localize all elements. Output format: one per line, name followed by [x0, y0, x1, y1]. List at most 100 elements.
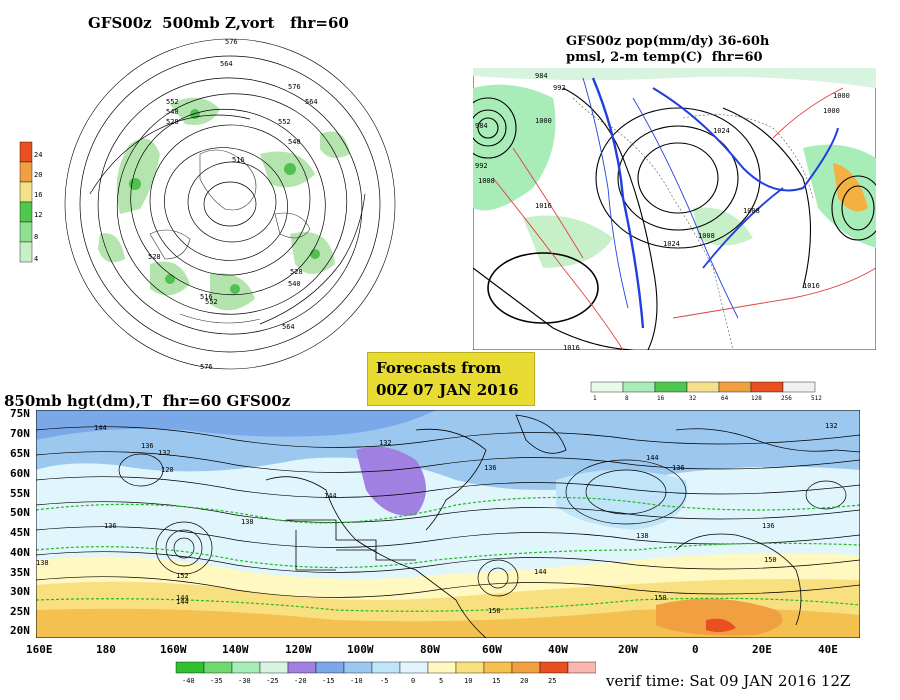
svg-text:540: 540	[166, 108, 179, 116]
svg-text:-35: -35	[210, 677, 223, 685]
svg-text:512: 512	[811, 395, 822, 402]
polar-cb-label: 12	[34, 211, 42, 219]
lon-label: 0	[692, 643, 699, 656]
lower-colorbar-swatches	[175, 661, 596, 674]
lat-label: 30N	[10, 585, 30, 598]
svg-text:1008: 1008	[478, 177, 495, 185]
colorbar-swatch	[343, 661, 373, 674]
colorbar-swatch	[590, 381, 624, 393]
colorbar-swatch	[686, 381, 720, 393]
lower-panel-title: 850mb hgt(dm),T fhr=60 GFS00z	[4, 392, 291, 410]
na-coastlines	[572, 97, 814, 350]
lon-label: 20W	[618, 643, 638, 656]
colorbar-swatch	[203, 661, 233, 674]
svg-text:984: 984	[535, 72, 548, 80]
colorbar-swatch	[654, 381, 688, 393]
polar-boundary	[64, 38, 396, 370]
temperature-shading	[36, 410, 860, 638]
svg-text:-5: -5	[380, 677, 388, 685]
svg-text:992: 992	[553, 84, 566, 92]
colorbar-swatch	[511, 661, 541, 674]
lat-label: 65N	[10, 447, 30, 460]
na-colorbar-swatches	[590, 381, 816, 393]
colorbar-swatch	[750, 381, 784, 393]
continent-outlines	[265, 414, 860, 638]
svg-text:992: 992	[475, 162, 488, 170]
svg-text:138: 138	[636, 532, 649, 540]
lon-label: 40W	[548, 643, 568, 656]
svg-text:540: 540	[288, 280, 301, 288]
lat-label: 55N	[10, 487, 30, 500]
svg-text:256: 256	[781, 395, 792, 402]
svg-text:1016: 1016	[803, 282, 820, 290]
lat-label: 40N	[10, 546, 30, 559]
svg-text:136: 136	[762, 522, 775, 530]
svg-text:516: 516	[232, 156, 245, 164]
svg-text:0: 0	[411, 677, 415, 685]
svg-text:150: 150	[764, 556, 777, 564]
forecast-info-box: Forecasts from 00Z 07 JAN 2016	[367, 352, 535, 406]
lat-label: 70N	[10, 427, 30, 440]
lower-850mb-map: 144 136 132 120 136 138 144 138 144 132 …	[36, 410, 860, 638]
svg-text:1016: 1016	[535, 202, 552, 210]
height-contours	[79, 55, 381, 353]
colorbar-swatch	[455, 661, 485, 674]
svg-text:528: 528	[290, 268, 303, 276]
lon-label: 160E	[26, 643, 53, 656]
colorbar-swatch	[371, 661, 401, 674]
colorbar-swatch	[19, 161, 33, 183]
lon-label: 160W	[160, 643, 187, 656]
lon-label: 100W	[347, 643, 374, 656]
na-panel-title-line1: GFS00z pop(mm/dy) 36-60h	[566, 34, 770, 49]
polar-contour-labels: 576 564 552 540 528 516 576 564 552 540 …	[148, 38, 318, 371]
svg-text:528: 528	[166, 118, 179, 126]
svg-text:540: 540	[288, 138, 301, 146]
svg-text:136: 136	[104, 522, 117, 530]
na-colorbar: 1 8 16 32 64 128 256 512	[590, 381, 822, 402]
na-panel-title-line2: pmsl, 2-m temp(C) fhr=60	[566, 50, 763, 65]
svg-text:128: 128	[751, 395, 762, 402]
polar-500mb-map: 576 564 552 540 528 516 576 564 552 540 …	[64, 38, 396, 371]
svg-text:132: 132	[379, 439, 392, 447]
lower-colorbar: -40 -35 -30 -25 -20 -15 -10 -5 0 5 10 15…	[175, 661, 596, 685]
forecast-line2: 00Z 07 JAN 2016	[376, 381, 519, 399]
svg-text:25: 25	[548, 677, 556, 685]
svg-text:552: 552	[166, 98, 179, 106]
svg-text:132: 132	[825, 422, 838, 430]
svg-text:152: 152	[176, 572, 189, 580]
svg-text:16: 16	[657, 395, 665, 402]
svg-text:150: 150	[654, 594, 667, 602]
svg-text:144: 144	[176, 594, 189, 602]
temperature-contours	[492, 77, 876, 350]
svg-text:1000: 1000	[535, 117, 552, 125]
svg-text:144: 144	[534, 568, 547, 576]
svg-text:144: 144	[324, 492, 337, 500]
lon-label: 40E	[818, 643, 838, 656]
svg-text:138: 138	[241, 518, 254, 526]
svg-text:1016: 1016	[563, 344, 580, 350]
lon-label: 120W	[285, 643, 312, 656]
lon-label: 180	[96, 643, 116, 656]
svg-text:528: 528	[148, 253, 161, 261]
svg-text:552: 552	[278, 118, 291, 126]
lat-label: 20N	[10, 624, 30, 637]
svg-text:516: 516	[200, 293, 213, 301]
lon-label: 20E	[752, 643, 772, 656]
polar-cb-label: 8	[34, 233, 38, 241]
polar-colorbar: 24 20 16 12 8 4	[19, 141, 42, 263]
svg-text:564: 564	[282, 323, 295, 331]
vorticity-core	[129, 109, 320, 294]
lon-label: 60W	[482, 643, 502, 656]
coastlines	[149, 149, 311, 324]
colorbar-swatch	[539, 661, 569, 674]
polar-cb-label: 16	[34, 191, 42, 199]
na-pmsl-map: 984 992 1000 1008 1016 1024 1016 1008 10…	[473, 68, 876, 350]
svg-text:1008: 1008	[743, 207, 760, 215]
polar-cb-label: 24	[34, 151, 42, 159]
svg-text:8: 8	[625, 395, 629, 402]
lat-label: 75N	[10, 407, 30, 420]
svg-text:552: 552	[205, 298, 218, 306]
colorbar-swatch	[622, 381, 656, 393]
colorbar-swatch	[19, 241, 33, 263]
svg-text:15: 15	[492, 677, 500, 685]
